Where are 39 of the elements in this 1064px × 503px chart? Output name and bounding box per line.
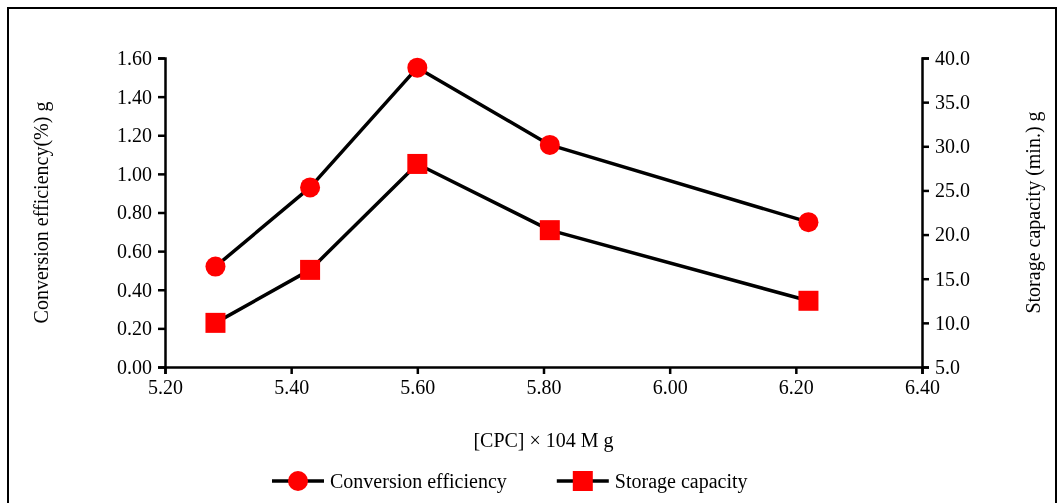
y2-tick-label: 15.0	[935, 267, 970, 290]
y2-tick-label: 5.0	[935, 355, 960, 378]
y2-axis-title: Storage capacity (min.) g	[1022, 111, 1045, 314]
point	[539, 220, 560, 241]
legend-label: Conversion efficiency	[330, 470, 507, 493]
x-tick-label: 5.80	[526, 376, 562, 399]
y2-tick-label: 40.0	[935, 46, 970, 69]
point	[300, 259, 321, 280]
y-tick-label: 0.00	[117, 355, 152, 378]
x-tick-label: 6.40	[905, 376, 940, 399]
x-axis-title: [CPC] × 104 M g	[473, 429, 614, 452]
x-tick-label: 6.20	[778, 376, 814, 399]
y-axis-title: Conversion efficiency(%) g	[30, 101, 53, 324]
y2-tick-label: 30.0	[935, 135, 970, 158]
y2-tick-label: 20.0	[935, 223, 970, 246]
x-tick-label: 5.40	[274, 376, 310, 399]
x-tick-label: 6.00	[652, 376, 688, 399]
y2-tick-label: 10.0	[935, 311, 970, 334]
x-tick-label: 5.60	[400, 376, 436, 399]
y2-tick-label: 35.0	[935, 91, 970, 114]
point	[205, 256, 226, 277]
y-tick-label: 1.60	[117, 46, 152, 69]
y-tick-label: 1.20	[117, 124, 152, 147]
point	[539, 134, 560, 155]
point	[407, 57, 428, 78]
y-tick-label: 0.60	[117, 240, 152, 263]
point	[300, 177, 321, 198]
point	[798, 212, 819, 233]
y-tick-label: 0.80	[117, 201, 152, 224]
y-tick-label: 1.40	[117, 85, 152, 108]
y-tick-label: 0.20	[117, 317, 152, 340]
point	[407, 153, 428, 174]
legend-label: Storage capacity	[614, 470, 748, 493]
y-tick-label: 0.40	[117, 278, 152, 301]
point	[798, 290, 819, 311]
point	[205, 312, 226, 333]
x-tick-label: 5.20	[148, 376, 183, 399]
y-tick-label: 1.00	[117, 162, 152, 185]
y2-tick-label: 25.0	[935, 179, 970, 202]
